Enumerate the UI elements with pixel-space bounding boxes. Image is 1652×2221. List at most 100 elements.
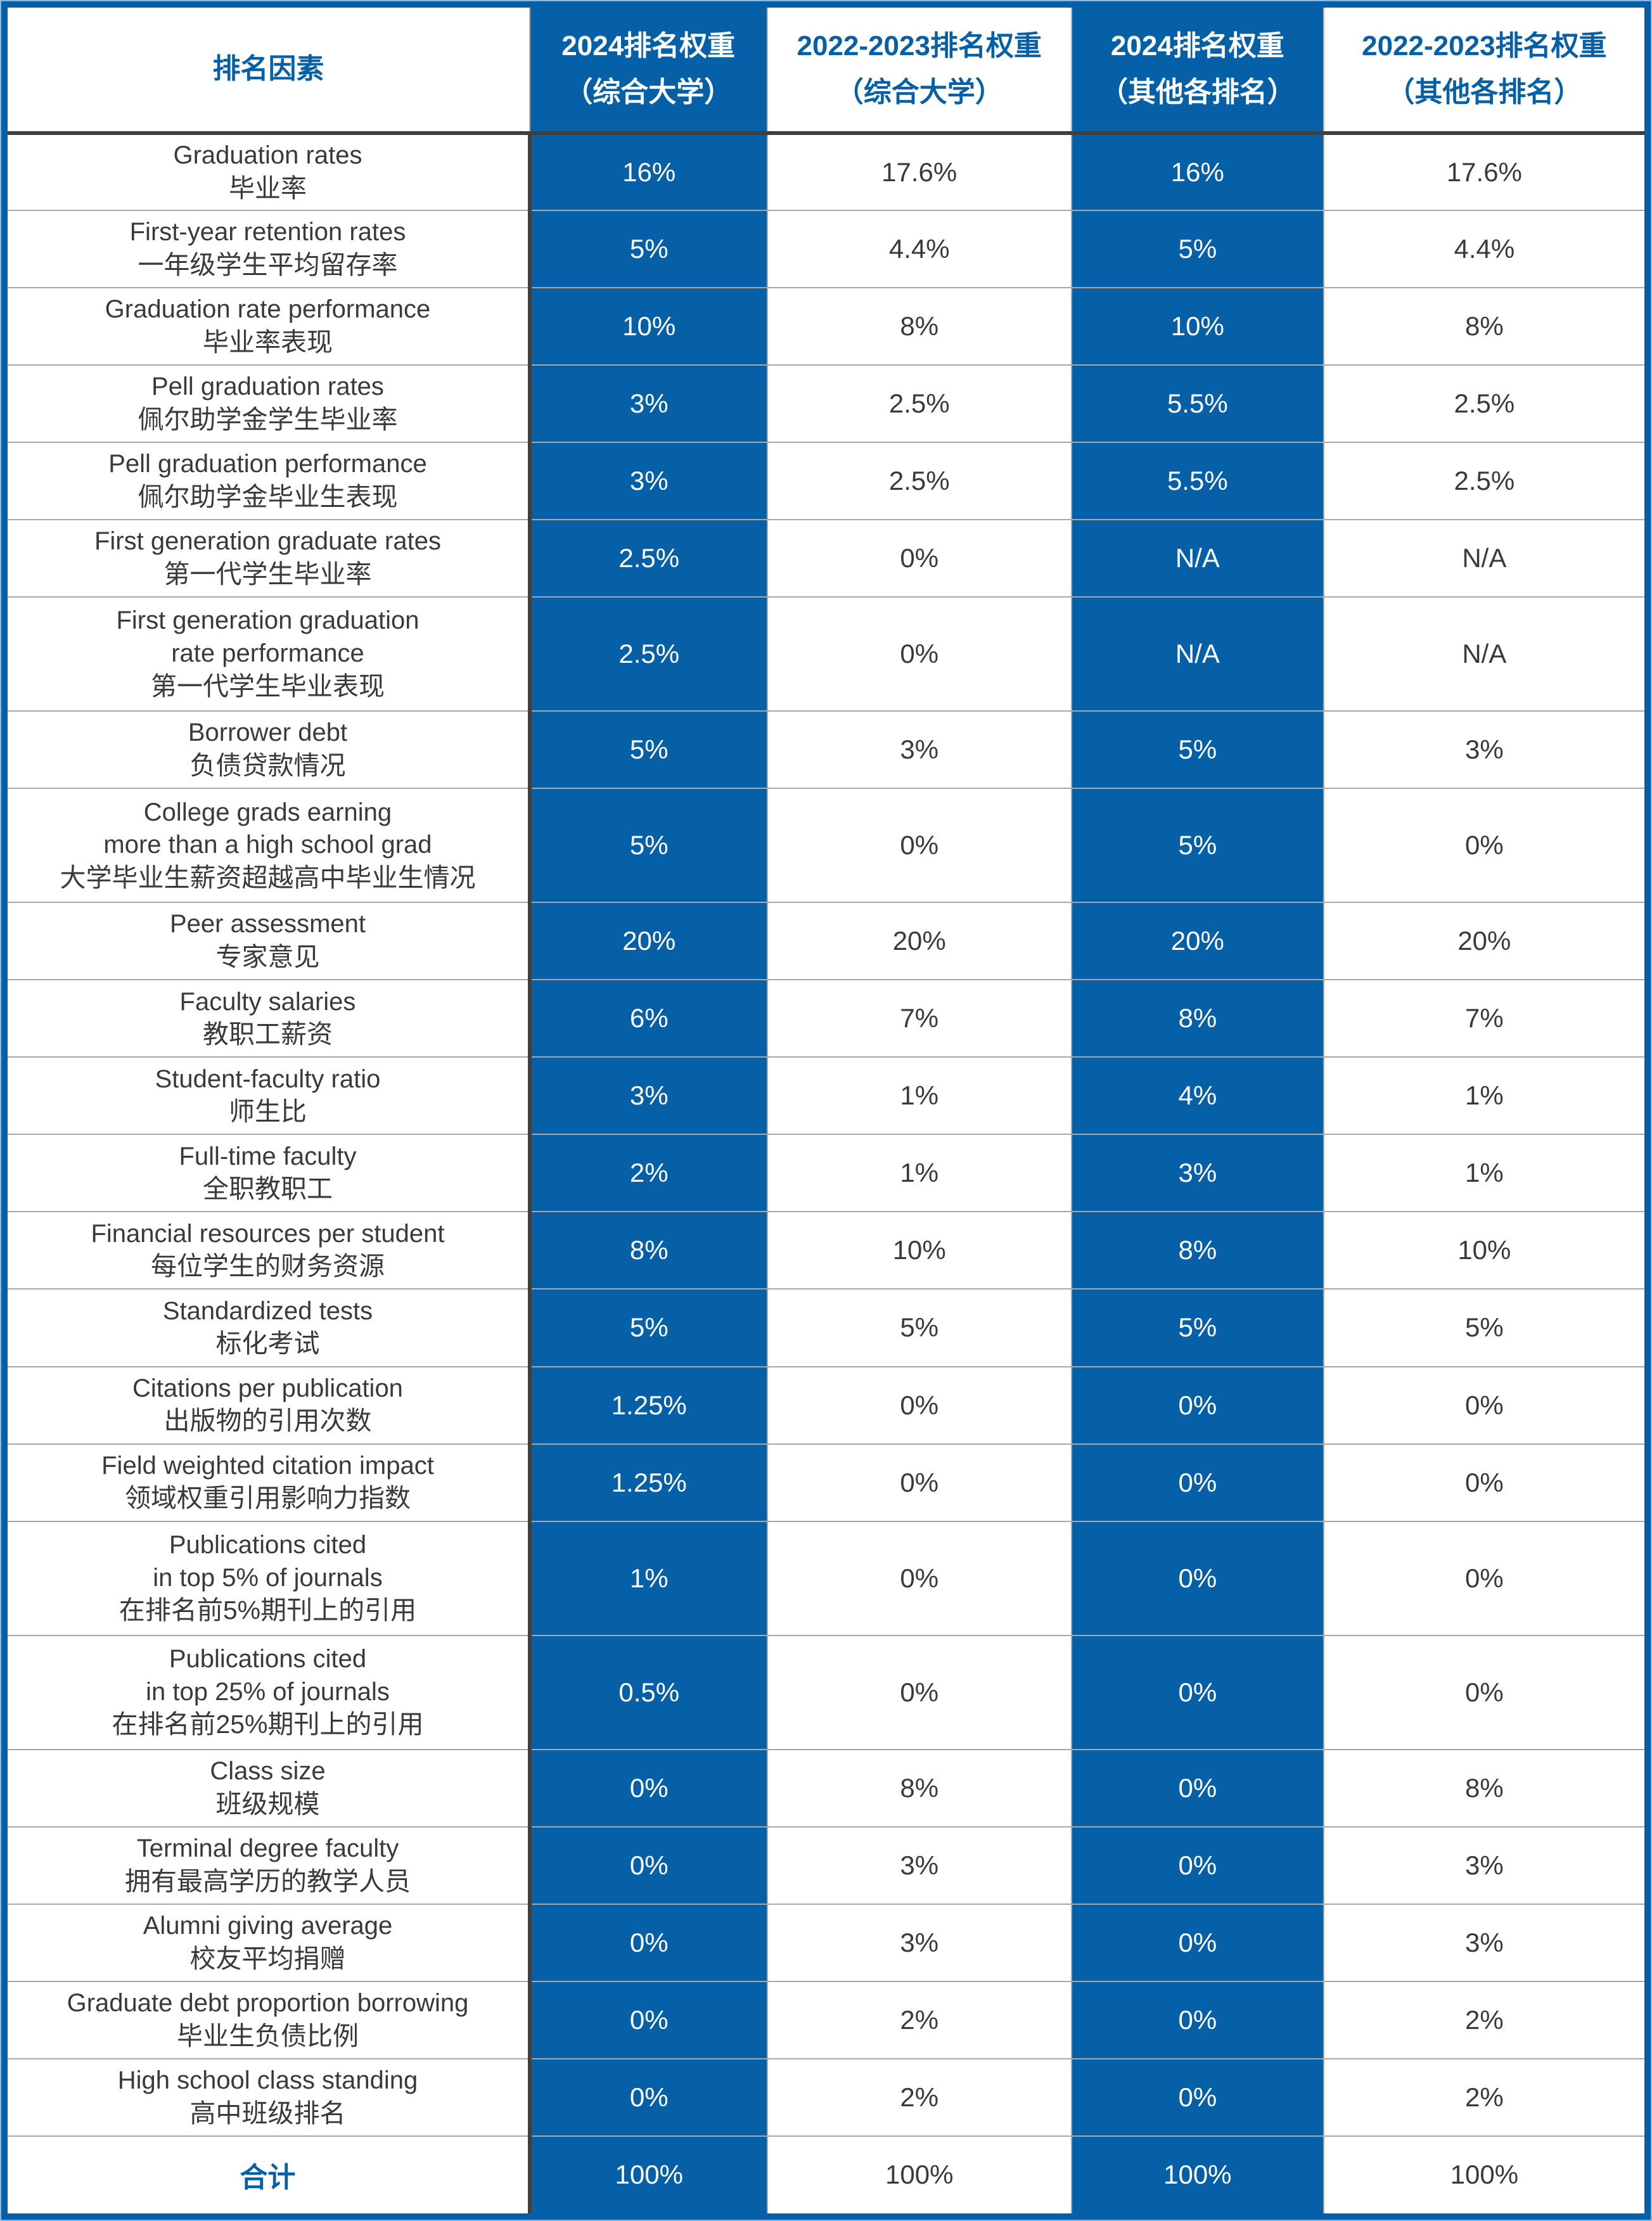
weight-2024-univ-cell: 5% xyxy=(528,210,767,288)
header-ranking-factors: 排名因素 xyxy=(8,8,530,135)
weight-2022-2023-univ-cell: 5% xyxy=(766,1288,1072,1367)
factor-zh-line: 第一代学生毕业率 xyxy=(163,560,372,589)
table-row: Pell graduation rates 佩尔助学金学生毕业率 3% 2.5% 5.5… xyxy=(8,364,1644,443)
weight-2022-2023-univ-cell: 2% xyxy=(766,1980,1072,2059)
factor-zh-line: 标化考试 xyxy=(215,1329,320,1359)
factor-cell: First generation graduate rates 第一代学生毕业率 xyxy=(8,519,532,598)
factor-zh-line: 校友平均捐赠 xyxy=(189,1943,346,1973)
weight-2022-2023-other-cell: 20% xyxy=(1322,902,1644,980)
weight-2022-2023-univ-cell: 4.4% xyxy=(766,210,1072,288)
weight-2022-2023-other-cell: 0% xyxy=(1322,1634,1644,1750)
header-line: 2022-2023排名权重 xyxy=(797,30,1042,61)
header-2022-2023-weight-other: 2022-2023排名权重 （其他各排名） xyxy=(1322,8,1644,135)
weight-2022-2023-univ-cell: 0% xyxy=(766,788,1072,903)
table-row: College grads earning more than a high sc… xyxy=(8,788,1644,903)
weight-2022-2023-univ-cell: 0% xyxy=(766,596,1072,712)
weight-2022-2023-univ-cell: 2.5% xyxy=(766,442,1072,520)
factor-en-line: in top 5% of journals xyxy=(153,1563,383,1592)
factor-zh-line: 一年级学生平均留存率 xyxy=(138,250,398,279)
weight-2024-other-cell: 4% xyxy=(1070,1056,1324,1135)
table-row: First generation graduation rate performa… xyxy=(8,596,1644,712)
weight-2022-2023-other-cell: 2% xyxy=(1322,2058,1644,2136)
factor-en-line: Pell graduation performance xyxy=(108,450,427,478)
weight-2022-2023-other-cell: 1% xyxy=(1322,1056,1644,1135)
weight-2024-other-cell: 5% xyxy=(1070,710,1324,789)
factor-en-line: Alumni giving average xyxy=(143,1911,393,1940)
table-row: Citations per publication 出版物的引用次数 1.25% 0%… xyxy=(8,1366,1644,1444)
weight-2022-2023-univ-cell: 0% xyxy=(766,1520,1072,1635)
factor-zh-line: 教职工薪资 xyxy=(202,1020,333,1049)
weight-2022-2023-other-cell: 8% xyxy=(1322,1748,1644,1827)
header-label: 排名因素 xyxy=(212,53,324,85)
factor-cell: Graduate debt proportion borrowing 毕业生负债比… xyxy=(8,1980,532,2059)
weight-2024-univ-cell: 0% xyxy=(528,1980,767,2059)
factor-zh-line: 在排名前5%期刊上的引用 xyxy=(118,1596,417,1625)
weight-2022-2023-other-cell: 7% xyxy=(1322,979,1644,1058)
factor-cell: Standardized tests 标化考试 xyxy=(8,1288,532,1367)
weight-2024-univ-cell: 0.5% xyxy=(528,1634,767,1750)
weight-2024-other-cell: 5.5% xyxy=(1070,364,1324,443)
weight-2022-2023-other-cell: 17.6% xyxy=(1322,132,1644,211)
table-row: First generation graduate rates 第一代学生毕业率 2… xyxy=(8,519,1644,598)
header-line: （综合大学） xyxy=(835,76,1003,108)
weight-2024-other-cell: 0% xyxy=(1070,1748,1324,1827)
total-weight-2024-other-cell: 100% xyxy=(1070,2135,1324,2213)
factor-cell: Peer assessment 专家意见 xyxy=(8,902,532,980)
weight-2024-other-cell: 0% xyxy=(1070,1903,1324,1981)
factor-cell: Financial resources per student 每位学生的财务资源 xyxy=(8,1211,532,1290)
weight-2024-univ-cell: 10% xyxy=(528,287,767,366)
table-row: Financial resources per student 每位学生的财务资源… xyxy=(8,1211,1644,1290)
weight-2022-2023-other-cell: 1% xyxy=(1322,1134,1644,1212)
weight-2024-univ-cell: 6% xyxy=(528,979,767,1058)
weight-2022-2023-univ-cell: 20% xyxy=(766,902,1072,980)
factor-zh-line: 出版物的引用次数 xyxy=(163,1406,372,1436)
weight-2022-2023-univ-cell: 0% xyxy=(766,519,1072,598)
factor-cell: Field weighted citation impact 领域权重引用影响力指… xyxy=(8,1443,532,1521)
factor-zh-line: 在排名前25%期刊上的引用 xyxy=(112,1710,424,1739)
table-row: Terminal degree faculty 拥有最高学历的教学人员 0% 3% 0%… xyxy=(8,1826,1644,1904)
table-body: Graduation rates 毕业率 16% 17.6% 16% 17.6% First… xyxy=(8,132,1644,2213)
weight-2024-univ-cell: 16% xyxy=(528,132,767,211)
header-line: （综合大学） xyxy=(565,76,733,108)
header-2022-2023-weight-univ: 2022-2023排名权重 （综合大学） xyxy=(766,8,1072,135)
weight-2024-univ-cell: 5% xyxy=(528,710,767,789)
factor-en-line: more than a high school grad xyxy=(103,831,432,859)
weight-2024-univ-cell: 0% xyxy=(528,1903,767,1981)
factor-cell: Citations per publication 出版物的引用次数 xyxy=(8,1366,532,1444)
table-row: Graduation rates 毕业率 16% 17.6% 16% 17.6% xyxy=(8,132,1644,211)
weight-2024-other-cell: N/A xyxy=(1070,596,1324,712)
weight-2024-other-cell: 0% xyxy=(1070,1634,1324,1750)
weight-2022-2023-other-cell: N/A xyxy=(1322,519,1644,598)
weight-2024-univ-cell: 1.25% xyxy=(528,1366,767,1444)
factor-en-line: Full-time faculty xyxy=(179,1142,357,1170)
factor-zh-line: 高中班级排名 xyxy=(189,2098,346,2128)
table-row: Publications cited in top 5% of journals 在… xyxy=(8,1520,1644,1635)
weight-2022-2023-univ-cell: 2.5% xyxy=(766,364,1072,443)
factor-cell: Full-time faculty 全职教职工 xyxy=(8,1134,532,1212)
total-label-cell: 合计 xyxy=(8,2135,532,2213)
factor-en-line: Student-faculty ratio xyxy=(155,1065,381,1093)
header-2024-weight-univ: 2024排名权重 （综合大学） xyxy=(528,8,767,135)
weight-2024-other-cell: 5% xyxy=(1070,788,1324,903)
factor-en-line: Pell graduation rates xyxy=(151,373,384,401)
weight-2024-other-cell: 3% xyxy=(1070,1134,1324,1212)
factor-en-line: College grads earning xyxy=(143,798,392,826)
factor-zh-line: 毕业生负债比例 xyxy=(176,2021,359,2051)
factor-zh-line: 毕业率 xyxy=(228,173,307,203)
factor-en-line: Graduation rates xyxy=(173,141,362,170)
weight-2022-2023-univ-cell: 0% xyxy=(766,1366,1072,1444)
weight-2022-2023-other-cell: 0% xyxy=(1322,788,1644,903)
weight-2022-2023-other-cell: 0% xyxy=(1322,1443,1644,1521)
weight-2022-2023-other-cell: 0% xyxy=(1322,1366,1644,1444)
weight-2024-univ-cell: 0% xyxy=(528,1748,767,1827)
factor-cell: College grads earning more than a high sc… xyxy=(8,788,532,903)
factor-en-line: First generation graduation xyxy=(116,606,419,635)
table-row: Alumni giving average 校友平均捐赠 0% 3% 0% 3% xyxy=(8,1903,1644,1981)
factor-en-line: Standardized tests xyxy=(162,1296,373,1325)
weight-2022-2023-other-cell: 3% xyxy=(1322,1903,1644,1981)
total-weight-2022-2023-other-cell: 100% xyxy=(1322,2135,1644,2213)
header-2024-weight-other: 2024排名权重 （其他各排名） xyxy=(1070,8,1324,135)
factor-cell: Pell graduation performance 佩尔助学金毕业生表现 xyxy=(8,442,532,520)
